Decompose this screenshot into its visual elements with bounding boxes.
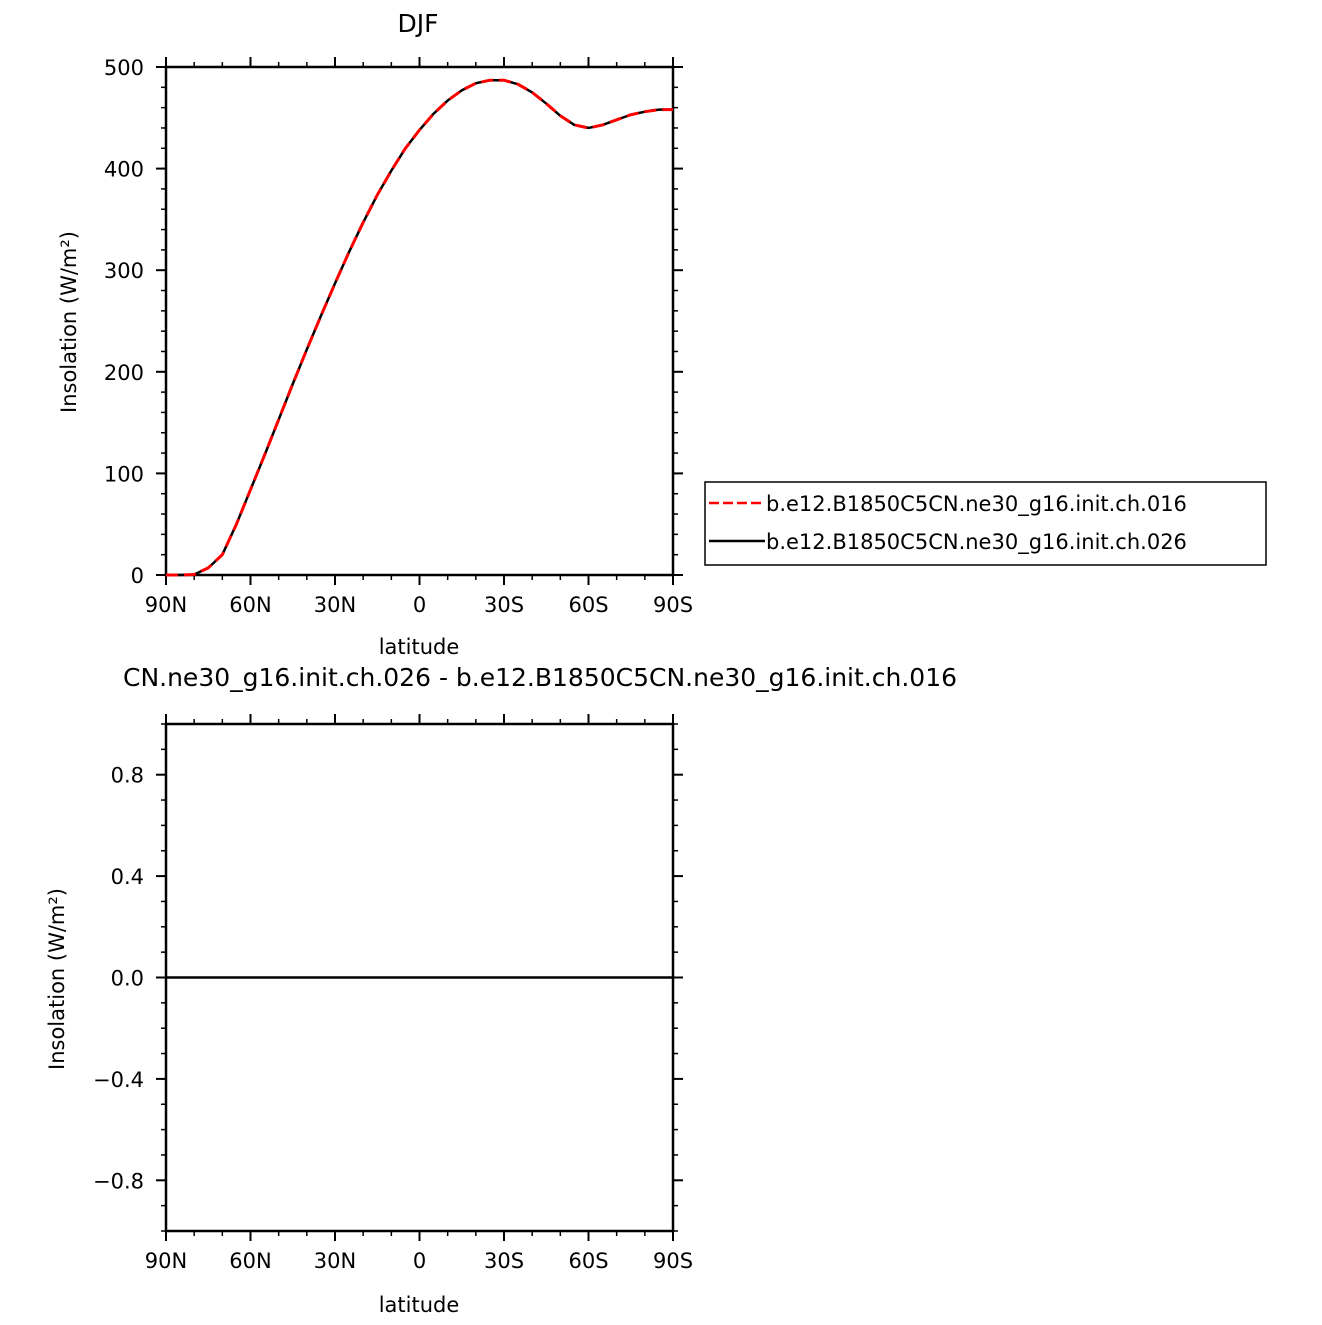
chart-title: DJF [397,9,438,38]
x-tick-label: 60S [568,1249,608,1273]
x-tick-label: 30N [314,593,356,617]
x-tick-label: 0 [413,593,426,617]
y-tick-label: 0.4 [111,865,144,889]
y-tick-label: 0.0 [111,967,144,991]
plot-area: 90N 60N 30N 0 30S 60S 90S −0.8 −0.4 0.0 0.4 0.8 [93,714,693,1273]
y-axis-label: Insolation (W/m²) [57,231,81,413]
x-tick-label: 30S [484,593,524,617]
y-tick-label: 500 [104,56,144,80]
panel-difference: CN.ne30_g16.init.ch.026 - b.e12.B1850C5C… [45,663,957,1317]
x-tick-label: 90N [145,1249,187,1273]
y-tick-label: 300 [104,259,144,283]
legend: b.e12.B1850C5CN.ne30_g16.init.ch.016 b.e… [704,481,1267,566]
y-tick-label: −0.8 [93,1169,144,1193]
series-line-1 [166,78,673,577]
x-tick-label: 30N [314,1249,356,1273]
y-axis-label: Insolation (W/m²) [45,888,69,1070]
x-tick-label: 90S [653,593,693,617]
x-tick-label: 0 [413,1249,426,1273]
y-tick-label: 100 [104,462,144,486]
y-tick-label: 400 [104,158,144,182]
x-tick-label: 60S [568,593,608,617]
series-line-0 [166,78,673,577]
x-axis-label: latitude [379,1293,460,1317]
y-tick-label: 0 [131,564,144,588]
plot-area: 90N 60N 30N 0 30S 60S 90S 0 100 200 300 400 500 [104,56,693,617]
panel-insolation-djf: DJF 90N 60N 30N 0 30S 60S 90S0100200300400500 … [57,9,1267,659]
x-axis-label: latitude [379,635,460,659]
x-tick-label: 90S [653,1249,693,1273]
y-tick-label: 0.8 [111,764,144,788]
x-tick-label: 60N [229,593,271,617]
x-tick-label: 30S [484,1249,524,1273]
y-tick-label: −0.4 [93,1068,144,1092]
legend-box [704,481,1267,566]
legend-label-ch016: b.e12.B1850C5CN.ne30_g16.init.ch.016 [766,492,1187,517]
x-tick-label: 90N [145,593,187,617]
y-tick-label: 200 [104,361,144,385]
legend-label-ch026: b.e12.B1850C5CN.ne30_g16.init.ch.026 [766,530,1187,555]
x-tick-label: 60N [229,1249,271,1273]
plot-frame [164,65,675,577]
chart-title: CN.ne30_g16.init.ch.026 - b.e12.B1850C5C… [123,663,957,692]
